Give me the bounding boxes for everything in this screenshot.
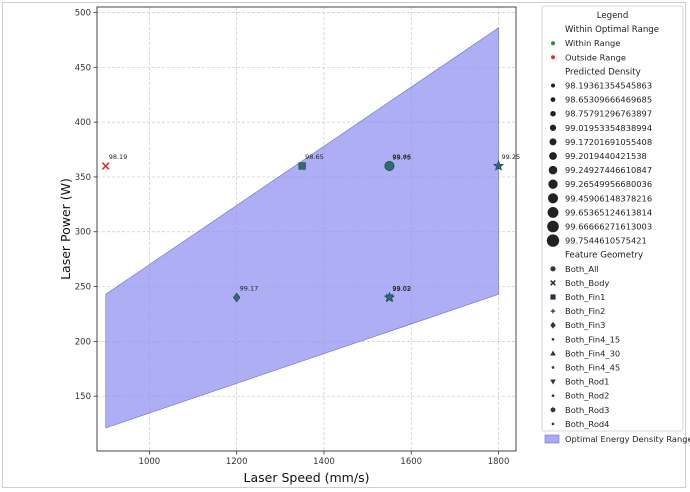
legend-density-item: 99.65365124613814 bbox=[565, 207, 652, 217]
x-tick-label: 1400 bbox=[313, 457, 335, 467]
legend-size-swatch bbox=[547, 206, 559, 218]
data-point bbox=[383, 291, 395, 303]
legend-geometry-item: Both_Fin1 bbox=[565, 292, 605, 302]
data-point bbox=[232, 292, 241, 303]
x-tick-label: 1800 bbox=[488, 457, 510, 467]
data-label: 99.25 bbox=[502, 153, 521, 161]
legend-geometry-item: Both_Fin4_45 bbox=[565, 363, 620, 373]
legend-geometry-item: Both_Fin4_30 bbox=[565, 348, 620, 358]
legend-box bbox=[541, 5, 684, 432]
x-tick-label: 1200 bbox=[226, 457, 248, 467]
legend-size-swatch bbox=[551, 83, 555, 88]
legend-geometry-item: Both_Fin3 bbox=[565, 320, 605, 330]
legend-size-swatch bbox=[549, 138, 557, 146]
data-label: 99.17 bbox=[240, 285, 259, 293]
optimal-energy-density-band bbox=[105, 27, 499, 429]
legend-band-swatch bbox=[544, 434, 560, 444]
y-axis-label: Laser Power (W) bbox=[58, 178, 73, 280]
legend-geometry-swatch bbox=[550, 308, 556, 314]
data-point bbox=[101, 162, 110, 170]
y-axis-ticks: 150 200 250 300 350 400 450 500 bbox=[75, 8, 97, 402]
legend-geometry-swatch bbox=[550, 266, 556, 272]
legend-size-swatch bbox=[549, 124, 557, 131]
legend-title: Legend bbox=[597, 11, 629, 21]
legend-geometry-swatch bbox=[551, 394, 555, 398]
legend-density-item: 98.19361354545863 bbox=[565, 81, 652, 91]
y-tick-label: 200 bbox=[75, 337, 91, 347]
legend-geometry-item: Both_All bbox=[565, 264, 599, 274]
legend-size-swatch bbox=[550, 97, 556, 102]
legend-geometry-item: Both_Body bbox=[565, 278, 609, 288]
legend-density-heading: Predicted Density bbox=[565, 67, 641, 77]
legend-range-item: Within Range bbox=[565, 38, 620, 48]
legend-geometry-swatch bbox=[550, 280, 556, 286]
x-axis-label: Laser Speed (mm/s) bbox=[244, 470, 370, 485]
legend-range-item: Outside Range bbox=[565, 52, 626, 62]
data-label: 99.03 bbox=[392, 285, 411, 293]
legend-density-item: 99.2019440421538 bbox=[565, 151, 647, 161]
y-tick-label: 150 bbox=[75, 392, 91, 402]
legend-density-item: 98.65309666469685 bbox=[565, 95, 652, 105]
legend-size-swatch bbox=[550, 110, 556, 117]
legend-size-swatch bbox=[546, 234, 560, 247]
data-label: 98.19 bbox=[109, 153, 128, 161]
legend-density-item: 99.26549956680036 bbox=[565, 179, 652, 189]
legend-geometry-swatch bbox=[551, 366, 555, 369]
legend-density-item: 99.66666271613003 bbox=[565, 222, 652, 232]
legend-density-item: 98.75791296763897 bbox=[565, 109, 652, 119]
data-point bbox=[298, 162, 306, 170]
legend-geometry-swatch bbox=[550, 321, 556, 329]
legend-density-item: 99.17201691055408 bbox=[565, 137, 652, 147]
legend-geometry-item: Both_Rod3 bbox=[565, 405, 609, 415]
legend-size-swatch bbox=[547, 193, 559, 204]
legend-density-item: 99.01953354838994 bbox=[565, 123, 652, 133]
y-tick-label: 350 bbox=[75, 173, 91, 183]
data-label: 99.02 bbox=[392, 285, 411, 293]
data-label: 99.66 bbox=[392, 153, 411, 161]
legend-geometry-swatch bbox=[550, 379, 556, 385]
figure-frame bbox=[2, 2, 686, 488]
y-tick-label: 300 bbox=[75, 228, 91, 238]
plot-area-border bbox=[96, 6, 517, 452]
legend-size-swatch bbox=[548, 179, 558, 189]
legend-geometry-item: Both_Rod4 bbox=[565, 419, 609, 429]
legend-geometry-swatch bbox=[551, 337, 555, 341]
legend-geometry-swatch bbox=[550, 407, 556, 413]
legend-geometry-swatch bbox=[550, 350, 556, 356]
legend: Legend Within Optimal Range Within Range Ou… bbox=[541, 5, 690, 444]
data-point bbox=[384, 161, 395, 171]
legend-range-heading: Within Optimal Range bbox=[565, 25, 659, 35]
legend-density-item: 99.45906148378216 bbox=[565, 193, 652, 203]
legend-range-swatch bbox=[551, 41, 555, 46]
x-tick-label: 1600 bbox=[400, 457, 422, 467]
legend-geometry-item: Both_Rod1 bbox=[565, 377, 609, 387]
legend-size-swatch bbox=[548, 165, 558, 175]
data-point bbox=[493, 160, 505, 171]
y-tick-label: 450 bbox=[75, 63, 91, 73]
legend-density-item: 99.24927446610847 bbox=[565, 165, 652, 175]
legend-size-swatch bbox=[547, 220, 559, 233]
data-label: 98.65 bbox=[305, 153, 324, 161]
x-tick-label: 1000 bbox=[139, 457, 161, 467]
legend-geometry-swatch bbox=[551, 422, 555, 426]
legend-geometry-heading: Feature Geometry bbox=[565, 251, 643, 261]
x-axis-ticks: 1000 1200 1400 1600 1800 bbox=[139, 451, 510, 467]
legend-geometry-swatch bbox=[550, 294, 556, 300]
legend-density-item: 99.7544610575421 bbox=[565, 236, 647, 246]
legend-geometry-item: Both_Fin4_15 bbox=[565, 334, 620, 344]
y-tick-label: 250 bbox=[75, 283, 91, 293]
legend-geometry-item: Both_Fin2 bbox=[565, 306, 605, 316]
legend-band-label: Optimal Energy Density Range bbox=[565, 434, 690, 444]
legend-size-swatch bbox=[549, 152, 557, 160]
y-tick-label: 400 bbox=[75, 118, 91, 128]
data-label: 99.75 bbox=[392, 154, 411, 162]
legend-geometry-item: Both_Rod2 bbox=[565, 391, 609, 401]
legend-range-swatch bbox=[551, 55, 555, 60]
y-tick-label: 500 bbox=[75, 8, 91, 18]
